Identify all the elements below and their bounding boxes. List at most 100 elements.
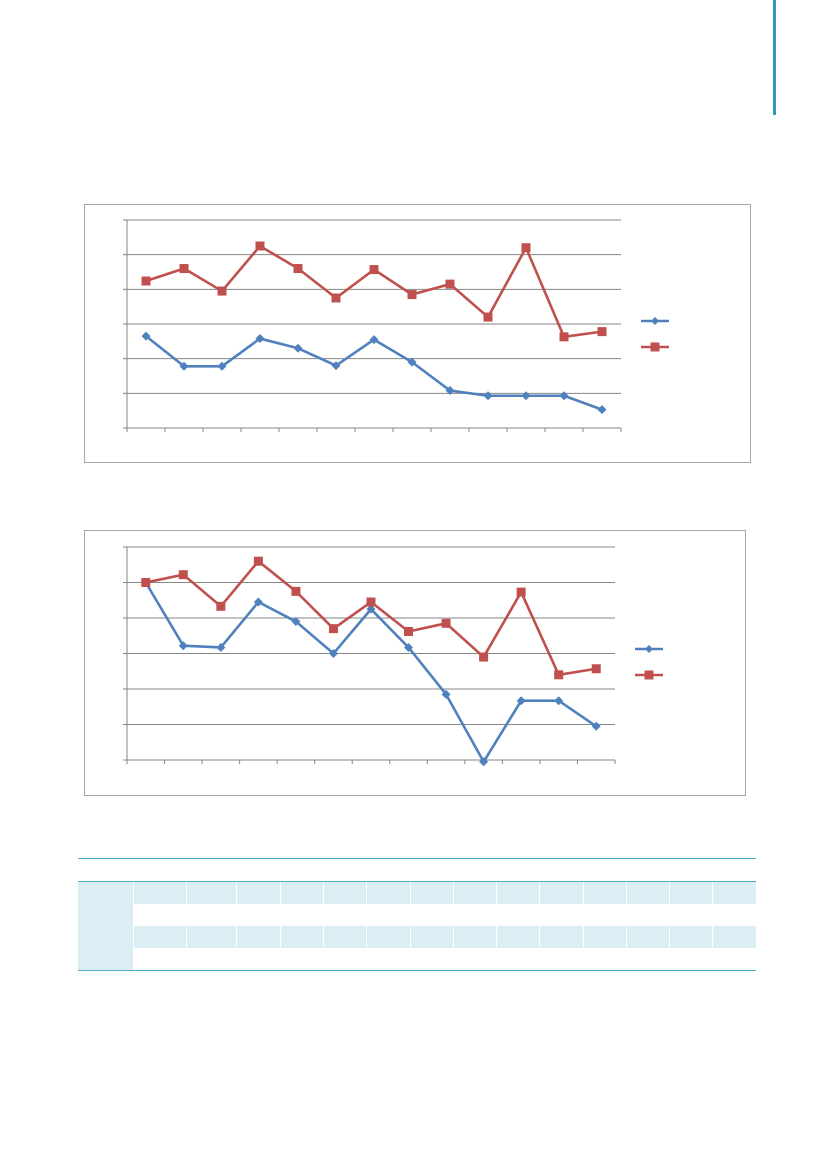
table-cell [235,881,281,904]
data-point-square [521,243,531,253]
table-cell [452,948,497,971]
table-cell [280,948,324,971]
table-cell [625,948,670,971]
line-chart-2 [84,530,746,796]
table-header-cell [453,858,497,882]
table-cell [185,904,237,926]
series-line-1 [145,335,603,411]
data-point-square [216,601,226,611]
data-point-diamond [559,391,569,401]
data-point-square [559,332,569,342]
table-body [78,881,756,971]
table-header-cell [236,858,281,882]
data-point-square [217,286,227,296]
data-point-diamond [369,335,379,345]
table-header-cell [133,858,187,882]
data-point-diamond [597,405,607,415]
data-point-square [441,618,451,628]
table-cell [366,926,411,948]
table-cell [280,881,324,904]
data-point-diamond [483,391,493,401]
legend-entry-1 [641,317,669,325]
table-cell [409,926,454,948]
table-cell [582,881,627,904]
table-cell [235,948,281,971]
legend-marker-square [650,342,660,352]
data-point-square [554,670,564,680]
table-header-cell [280,858,324,882]
table-cell [280,926,324,948]
data-point-diamond [328,649,338,658]
table-header-cell [626,858,670,882]
legend-marker-square [644,670,654,680]
table-cell [496,881,540,904]
data-point-diamond [291,617,301,627]
data-point-square [328,624,338,634]
data-point-diamond [404,642,414,652]
data-point-diamond [216,642,226,652]
data-point-diamond [591,721,601,731]
data-point-square [591,664,601,674]
table-header-cell [323,858,367,882]
table-cell [539,948,584,971]
data-point-square [366,597,376,607]
table-row [78,881,756,904]
table-cell [323,926,367,948]
table-cell [280,904,324,926]
legend-entry-2 [641,342,669,352]
table-cell [78,881,134,904]
table-header-cell [539,858,584,882]
table-cell [185,926,237,948]
page-accent-rule [773,0,776,115]
table-cell [625,881,670,904]
data-point-square [445,279,455,289]
table-cell [539,926,584,948]
data-point-square [141,276,151,286]
data-point-diamond [366,604,376,614]
data-point-diamond [441,689,451,699]
data-point-square [331,293,341,303]
table-cell [712,881,756,904]
data-point-diamond [554,696,564,706]
table-header-cell [583,858,627,882]
table-cell [133,881,187,904]
table-cell [452,904,497,926]
data-point-diamond [253,597,263,607]
table-cell [323,904,367,926]
line-chart-1 [84,204,751,463]
table-header-cell [186,858,237,882]
data-point-square [407,290,417,300]
table-cell [78,948,134,971]
table-cell [366,904,411,926]
table-cell [668,881,713,904]
table-cell [78,926,134,948]
table-cell [496,926,540,948]
table-cell [496,904,540,926]
table-cell [366,948,411,971]
data-point-diamond [407,357,417,367]
table-row [78,904,756,926]
data-table [78,858,756,971]
data-point-square [516,587,526,597]
table-cell [539,904,584,926]
table-cell [133,948,187,971]
data-point-diamond [331,361,341,371]
table-cell [323,948,367,971]
table-cell [668,926,713,948]
series-line-2 [145,244,603,339]
table-header-row [78,858,756,882]
legend-entry-2 [635,670,663,680]
data-point-diamond [479,757,489,767]
table-cell [668,948,713,971]
table-cell [133,904,187,926]
legend-entry-1 [635,645,663,653]
table-cell [625,926,670,948]
line-chart-2-svg [123,546,663,767]
line-chart-1-svg [123,219,669,432]
legend-marker-diamond [645,645,653,653]
data-point-square [293,264,303,274]
data-point-square [291,586,301,596]
data-point-square [483,312,493,322]
data-point-square [253,556,263,566]
data-point-diamond [141,331,151,341]
